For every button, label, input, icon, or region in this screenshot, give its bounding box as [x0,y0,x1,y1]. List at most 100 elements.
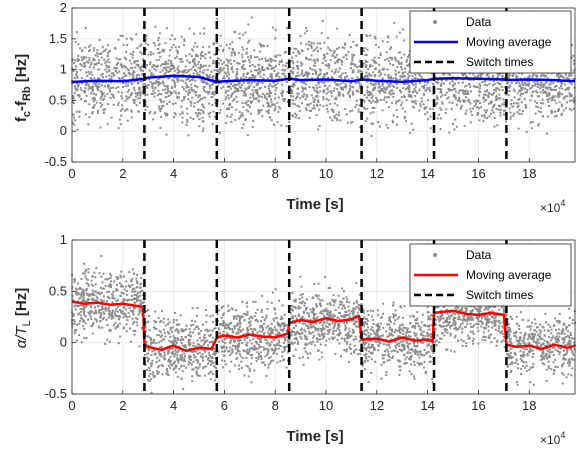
data-point [154,86,157,89]
data-point [76,70,79,73]
data-point [282,324,285,327]
data-point [223,77,226,80]
data-point [189,116,192,119]
data-point [501,325,504,328]
data-point [548,97,551,100]
data-point [81,50,84,53]
data-point [136,74,139,77]
data-point [437,113,440,116]
data-point [179,60,182,63]
data-point [495,95,498,98]
data-point [212,82,215,85]
data-point [167,66,170,69]
data-point [78,110,81,113]
data-point [176,337,179,340]
data-point [346,121,349,124]
data-point [318,68,321,71]
data-point [74,40,77,43]
data-point [551,110,554,113]
data-point [107,103,110,106]
data-point [385,51,388,54]
data-point [388,328,391,331]
data-point [211,103,214,106]
data-point [444,320,447,323]
data-point [418,109,421,112]
data-point [165,27,168,30]
data-point [117,325,120,328]
data-point [484,93,487,96]
data-point [312,97,315,100]
data-point [467,92,470,95]
data-point [490,100,493,103]
data-point [84,78,87,81]
data-point [329,102,332,105]
data-point [509,337,512,340]
data-point [88,66,91,69]
data-point [366,48,369,51]
data-point [488,102,491,105]
data-point [509,111,512,114]
data-point [257,63,260,66]
data-point [321,20,324,23]
data-point [75,73,78,76]
data-point [122,86,125,89]
data-point [497,330,500,333]
data-point [174,349,177,352]
data-point [267,334,270,337]
data-point [254,89,257,92]
data-point [289,328,292,331]
data-point [239,116,242,119]
data-point [181,350,184,353]
data-point [483,308,486,311]
data-point [327,331,330,334]
data-point [531,336,534,339]
data-point [226,107,229,110]
data-point [336,104,339,107]
data-point [402,87,405,90]
data-point [120,91,123,94]
data-point [364,355,367,358]
data-point [311,86,314,89]
data-point [416,92,418,95]
data-point [108,61,111,64]
data-point [346,335,349,338]
data-point [278,299,281,302]
data-point [228,85,231,88]
data-point [469,121,472,124]
data-point [281,328,284,331]
data-point [270,60,273,63]
y-tick-label: 2 [60,0,67,15]
data-point [291,70,294,73]
data-point [395,82,398,85]
data-point [267,58,270,61]
data-point [317,82,320,85]
data-point [175,319,178,322]
data-point [262,73,265,76]
data-point [559,73,562,76]
data-point [484,80,487,83]
data-point [383,73,386,76]
data-point [388,356,391,359]
data-point [212,43,215,46]
data-point [100,291,103,294]
data-point [414,102,417,105]
data-point [138,291,141,294]
data-point [520,92,523,95]
data-point [342,297,345,300]
data-point [162,317,165,320]
data-point [166,70,169,73]
data-point [572,77,575,80]
data-point [547,365,550,368]
data-point [345,337,348,340]
data-point [84,89,87,92]
data-point [175,78,178,81]
data-point [273,97,276,100]
data-point [167,62,170,65]
data-point [526,80,529,83]
data-point [117,342,120,345]
data-point [309,67,312,70]
data-point [133,99,136,102]
data-point [296,49,299,52]
data-point [548,105,551,108]
data-point [554,95,557,98]
